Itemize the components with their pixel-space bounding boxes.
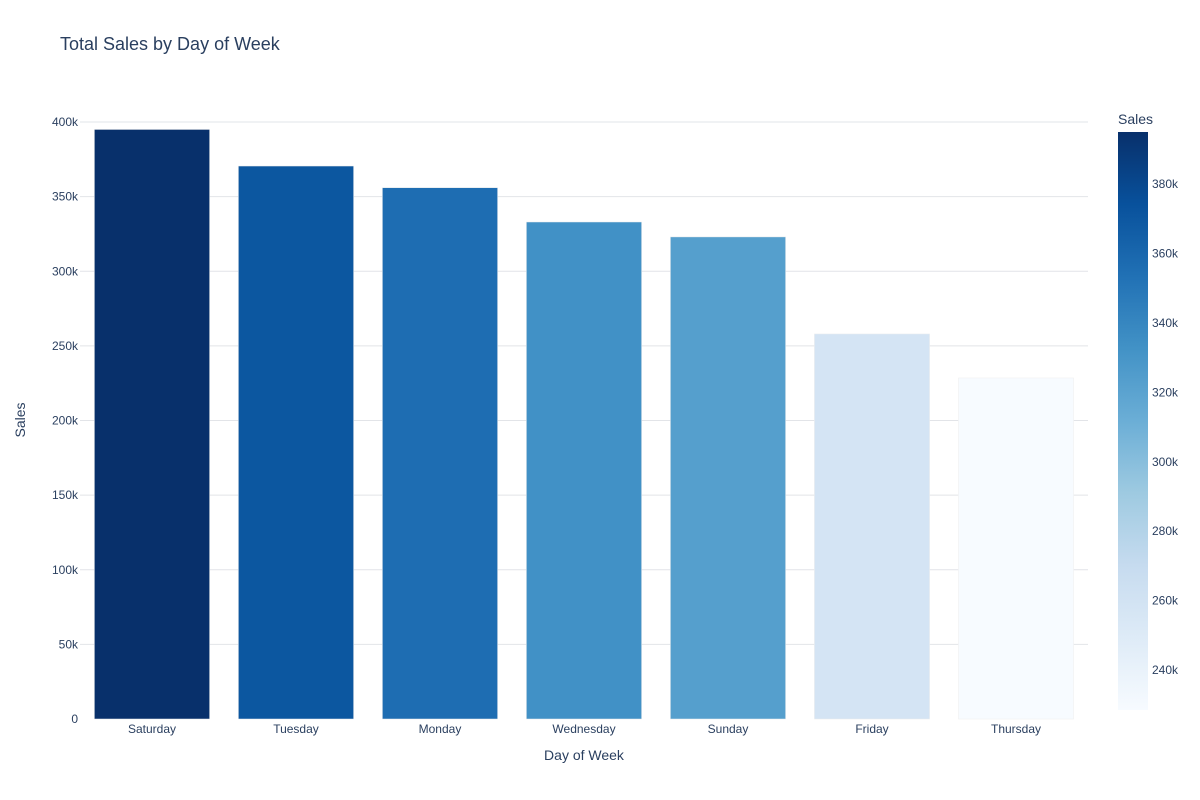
colorbar-tick-label: 260k <box>1152 594 1179 608</box>
colorbar: Sales 240k 260k 280k 300k 320k 340k 360k 380k <box>1118 111 1179 710</box>
y-tick-label: 200k <box>52 414 79 428</box>
x-axis-ticks: Saturday Tuesday Monday Wednesday Sunday Frid… <box>128 722 1041 736</box>
y-axis-ticks: 0 50k 100k 150k 200k 250k 300k 350k 400k <box>52 115 79 726</box>
y-tick-label: 50k <box>59 637 79 651</box>
bar-saturday[interactable] <box>94 129 210 720</box>
y-tick-label: 400k <box>52 115 79 129</box>
colorbar-tick-label: 300k <box>1152 455 1179 469</box>
bar-wednesday[interactable] <box>526 221 642 720</box>
y-axis-title: Sales <box>12 402 28 437</box>
y-tick-label: 100k <box>52 563 79 577</box>
colorbar-tick-label: 380k <box>1152 177 1179 191</box>
colorbar-ticks: 240k 260k 280k 300k 320k 340k 360k 380k <box>1152 177 1179 677</box>
colorbar-tick-label: 280k <box>1152 524 1179 538</box>
bar-thursday[interactable] <box>958 377 1074 720</box>
colorbar-title: Sales <box>1118 111 1153 127</box>
colorbar-tick-label: 340k <box>1152 316 1179 330</box>
bar-tuesday[interactable] <box>238 165 354 720</box>
bar-monday[interactable] <box>382 187 498 720</box>
chart-title: Total Sales by Day of Week <box>60 34 281 54</box>
y-tick-label: 300k <box>52 264 79 278</box>
x-tick-label: Friday <box>855 722 888 736</box>
colorbar-tick-label: 360k <box>1152 247 1179 261</box>
x-tick-label: Tuesday <box>273 722 319 736</box>
y-tick-label: 250k <box>52 339 79 353</box>
bars <box>94 129 1074 720</box>
x-tick-label: Sunday <box>708 722 749 736</box>
y-tick-label: 0 <box>71 712 78 726</box>
colorbar-tick-label: 240k <box>1152 663 1179 677</box>
bar-friday[interactable] <box>814 333 930 720</box>
bar-sunday[interactable] <box>670 236 786 720</box>
colorbar-tick-label: 320k <box>1152 385 1179 399</box>
x-tick-label: Saturday <box>128 722 176 736</box>
y-tick-label: 150k <box>52 488 79 502</box>
x-axis-title: Day of Week <box>544 747 625 763</box>
x-tick-label: Thursday <box>991 722 1041 736</box>
y-tick-label: 350k <box>52 190 79 204</box>
colorbar-gradient <box>1118 132 1148 710</box>
x-tick-label: Monday <box>419 722 462 736</box>
x-tick-label: Wednesday <box>552 722 615 736</box>
